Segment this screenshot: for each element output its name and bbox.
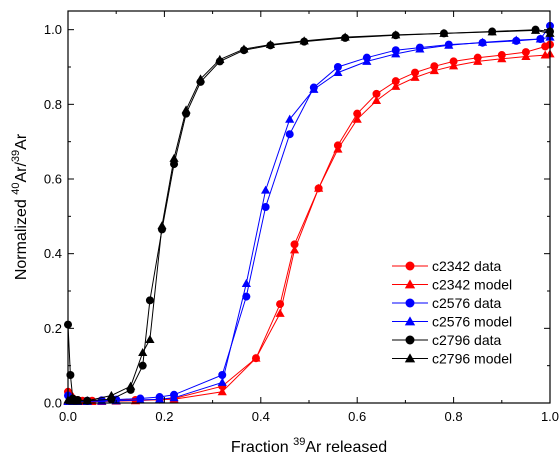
data-point (535, 34, 545, 43)
y-tick-label: 0.4 (44, 246, 62, 261)
legend-marker (404, 279, 416, 289)
data-point (333, 63, 342, 71)
data-point (215, 54, 225, 63)
data-point (497, 54, 507, 63)
legend-marker (404, 316, 416, 326)
data-point (265, 40, 276, 49)
data-point (126, 381, 136, 390)
data-point (410, 72, 420, 81)
data-point (391, 49, 401, 58)
legend-marker (404, 353, 416, 363)
data-point (391, 81, 401, 90)
data-point (309, 84, 319, 93)
legend-label: c2342 model (432, 277, 512, 293)
data-point (217, 387, 227, 396)
data-point (138, 361, 147, 370)
legend-item: c2576 data (392, 295, 501, 311)
data-point (530, 25, 541, 34)
legend-item: c2796 model (392, 351, 512, 367)
data-point (477, 37, 488, 46)
data-point (135, 395, 145, 404)
data-point (242, 292, 251, 301)
data-point (145, 296, 154, 305)
data-point (353, 109, 362, 118)
y-tick-label: 1.0 (44, 22, 62, 37)
tick-layer: 0.0 0.2 0.4 0.6 0.8 1.0 0.0 0.2 0.4 0.6 0.8 1.0 (44, 11, 559, 424)
data-point (362, 56, 372, 65)
data-point (444, 40, 454, 49)
x-tick-label: 1.0 (541, 409, 559, 424)
y-tick-label: 0.0 (44, 396, 62, 411)
data-point (314, 183, 324, 192)
data-point (487, 27, 497, 36)
data-point (289, 245, 300, 254)
data-point (391, 30, 401, 39)
data-point (415, 44, 425, 53)
x-axis-label: Fraction 39Ar released (231, 436, 387, 456)
data-point (333, 68, 343, 77)
legend-label: c2576 data (432, 295, 501, 311)
legend-label: c2342 data (432, 258, 501, 274)
y-tick-label: 0.2 (44, 321, 62, 336)
x-tick-label: 0.8 (445, 409, 463, 424)
legend-label: c2576 model (432, 314, 512, 330)
data-point (449, 61, 459, 70)
data-point (145, 334, 155, 343)
data-point (239, 44, 249, 53)
data-point (285, 130, 294, 139)
data-point (154, 394, 165, 403)
legend-item: c2342 data (392, 258, 501, 274)
data-point (411, 68, 420, 77)
data-point (261, 203, 270, 211)
legend: c2342 data c2342 model c2576 data c2576 mod… (392, 258, 512, 367)
x-tick-label: 0.2 (155, 409, 173, 424)
series-3 (63, 32, 555, 405)
data-point (352, 114, 362, 123)
data-point (439, 28, 449, 37)
data-point (372, 89, 381, 98)
data-point (290, 240, 299, 249)
data-point (217, 377, 227, 386)
legend-marker (405, 335, 415, 345)
data-point (169, 153, 179, 162)
x-tick-label: 0.4 (252, 409, 270, 424)
data-point (157, 221, 167, 230)
data-point (521, 51, 531, 60)
data-point (429, 66, 439, 75)
data-point (251, 353, 261, 362)
legend-item: c2576 model (392, 314, 512, 330)
data-point (391, 77, 400, 86)
x-tick-label: 0.0 (59, 409, 77, 424)
data-point (473, 56, 483, 65)
data-point (170, 160, 179, 169)
data-point (195, 74, 206, 83)
data-point (138, 348, 148, 357)
legend-item: c2796 data (392, 332, 501, 348)
legend-label: c2796 data (432, 332, 501, 348)
data-point (511, 35, 521, 44)
data-point (181, 105, 191, 114)
data-point (106, 390, 116, 399)
series-line (68, 53, 551, 402)
data-point (169, 393, 179, 402)
data-point (82, 396, 92, 405)
data-point (340, 32, 350, 41)
legend-marker (405, 298, 415, 308)
legend-label: c2796 model (432, 351, 512, 367)
x-tick-label: 0.6 (348, 409, 366, 424)
legend-marker (405, 261, 415, 271)
data-point (371, 96, 382, 105)
data-point (285, 114, 295, 123)
y-tick-label: 0.6 (44, 172, 62, 187)
y-tick-label: 0.8 (44, 97, 62, 112)
data-point (333, 144, 343, 153)
data-point (299, 36, 309, 45)
y-axis-label: Normalized 40Ar/39Ar (10, 133, 30, 280)
data-point (261, 185, 271, 194)
legend-item: c2342 model (392, 277, 512, 293)
data-point (275, 308, 285, 317)
data-point (241, 278, 251, 287)
